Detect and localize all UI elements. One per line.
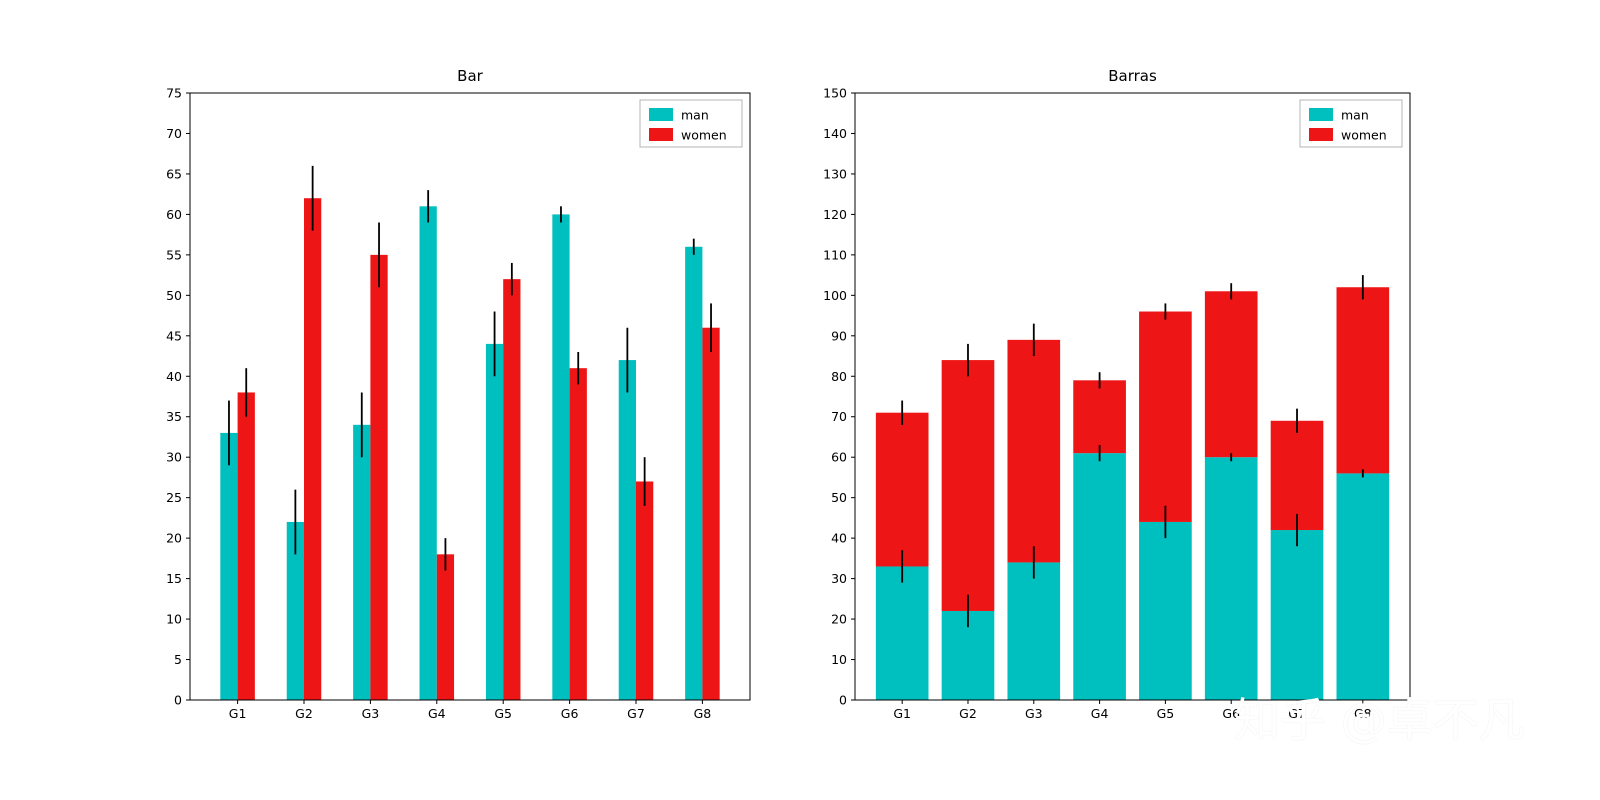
legend-label-women: women bbox=[681, 128, 727, 143]
bar-man-G7 bbox=[618, 360, 636, 700]
y-tick-label: 35 bbox=[166, 409, 182, 424]
x-tick-label: G7 bbox=[1288, 706, 1306, 721]
y-tick-label: 140 bbox=[823, 126, 847, 141]
bar-man-G5 bbox=[485, 343, 504, 700]
y-tick-label: 65 bbox=[166, 166, 182, 181]
bar-women-G4 bbox=[436, 554, 455, 700]
legend-swatch-man bbox=[649, 108, 673, 121]
y-tick-label: 60 bbox=[166, 207, 182, 222]
y-tick-label: 70 bbox=[166, 126, 182, 141]
chart-svg-Barras: Barras 0 10 20 30 40 50 60 70 80 90 100 110 120 130 140… bbox=[823, 67, 1411, 721]
y-tick-label: 30 bbox=[166, 450, 182, 465]
y-tick-label: 40 bbox=[831, 531, 847, 546]
bar-man-G8 bbox=[685, 246, 703, 701]
bar-women-G5 bbox=[503, 279, 521, 700]
bar-women-G6 bbox=[569, 368, 587, 700]
stack-women-G1 bbox=[875, 412, 929, 567]
grouped-bar-chart: Bar 0 5 10 15 20 25 30 35 40 45 50 55 60 65 70 75 G1 G2 G3 G… bbox=[140, 60, 785, 754]
stack-man-G7 bbox=[1270, 530, 1324, 700]
x-tick-label: G8 bbox=[694, 706, 712, 721]
y-tick-label: 20 bbox=[166, 531, 182, 546]
legend-swatch-man bbox=[1309, 108, 1333, 121]
stack-women-G8 bbox=[1336, 287, 1390, 474]
y-tick-label: 110 bbox=[823, 247, 847, 262]
x-tick-label: G7 bbox=[627, 706, 645, 721]
legend-label-man: man bbox=[681, 108, 709, 123]
x-tick-label: G4 bbox=[1091, 706, 1109, 721]
bar-women-G8 bbox=[702, 327, 720, 700]
stacked-bar-chart: Barras 0 10 20 30 40 50 60 70 80 90 100 110 120 130 140… bbox=[805, 60, 1445, 754]
y-tick-label: 20 bbox=[831, 612, 847, 627]
y-tick-label: 70 bbox=[831, 409, 847, 424]
y-tick-label: 5 bbox=[174, 652, 182, 667]
stack-man-G4 bbox=[1073, 453, 1126, 700]
x-tick-label: G2 bbox=[295, 706, 313, 721]
legend-box bbox=[639, 99, 743, 148]
bar-women-G3 bbox=[370, 254, 388, 700]
bar-women-G7 bbox=[636, 481, 654, 700]
y-tick-label: 0 bbox=[839, 693, 847, 708]
y-tick-label: 150 bbox=[823, 86, 847, 101]
stack-man-G5 bbox=[1139, 521, 1192, 700]
stack-women-G7 bbox=[1270, 420, 1324, 531]
x-tick-label: G6 bbox=[1222, 706, 1240, 721]
y-tick-label: 90 bbox=[831, 328, 847, 343]
bar-man-G3 bbox=[353, 424, 371, 700]
bar-women-G2 bbox=[304, 198, 322, 701]
y-tick-label: 30 bbox=[831, 571, 847, 586]
legend-label-women: women bbox=[1341, 128, 1387, 143]
y-tick-label: 0 bbox=[174, 693, 182, 708]
chart-svg-Bar: Bar 0 5 10 15 20 25 30 35 40 45 50 55 60 65 70 75 G1 G2 G3 G… bbox=[166, 67, 751, 721]
y-tick-label: 60 bbox=[831, 450, 847, 465]
bar-man-G2 bbox=[286, 521, 304, 700]
y-tick-label: 50 bbox=[831, 490, 847, 505]
y-tick-label: 55 bbox=[166, 247, 182, 262]
y-tick-label: 75 bbox=[166, 86, 182, 101]
x-tick-label: G8 bbox=[1354, 706, 1372, 721]
y-tick-label: 130 bbox=[823, 166, 847, 181]
stack-man-G3 bbox=[1007, 562, 1061, 700]
plot-border bbox=[854, 92, 1411, 701]
y-tick-label: 25 bbox=[166, 490, 182, 505]
x-tick-label: G3 bbox=[362, 706, 380, 721]
y-tick-label: 10 bbox=[831, 652, 847, 667]
y-tick-label: 120 bbox=[823, 207, 847, 222]
y-tick-label: 80 bbox=[831, 369, 847, 384]
x-tick-label: G1 bbox=[893, 706, 911, 721]
x-tick-label: G5 bbox=[494, 706, 512, 721]
legend-label-man: man bbox=[1341, 108, 1369, 123]
x-tick-label: G6 bbox=[561, 706, 579, 721]
legend-swatch-women bbox=[649, 128, 673, 141]
y-tick-label: 50 bbox=[166, 288, 182, 303]
stack-women-G3 bbox=[1007, 339, 1061, 563]
stack-man-G1 bbox=[875, 566, 929, 700]
stack-women-G6 bbox=[1204, 291, 1258, 458]
bar-man-G1 bbox=[220, 432, 238, 700]
stack-women-G5 bbox=[1139, 311, 1192, 522]
plot-border bbox=[189, 92, 751, 701]
x-tick-label: G2 bbox=[959, 706, 977, 721]
y-tick-label: 45 bbox=[166, 328, 182, 343]
x-tick-label: G4 bbox=[428, 706, 446, 721]
x-tick-label: G1 bbox=[229, 706, 247, 721]
stack-man-G6 bbox=[1204, 457, 1258, 700]
y-tick-label: 100 bbox=[823, 288, 847, 303]
x-tick-label: G3 bbox=[1025, 706, 1043, 721]
bar-man-G6 bbox=[552, 214, 570, 700]
bar-women-G1 bbox=[237, 392, 255, 700]
x-tick-label: G5 bbox=[1157, 706, 1175, 721]
stack-women-G4 bbox=[1073, 380, 1126, 454]
legend-swatch-women bbox=[1309, 128, 1333, 141]
y-tick-label: 40 bbox=[166, 369, 182, 384]
chart-title: Barras bbox=[1108, 67, 1157, 85]
chart-title: Bar bbox=[457, 67, 483, 85]
bar-man-G4 bbox=[419, 206, 437, 700]
y-tick-label: 15 bbox=[166, 571, 182, 586]
y-tick-label: 10 bbox=[166, 612, 182, 627]
stack-man-G8 bbox=[1336, 473, 1390, 700]
stack-women-G2 bbox=[941, 360, 995, 611]
